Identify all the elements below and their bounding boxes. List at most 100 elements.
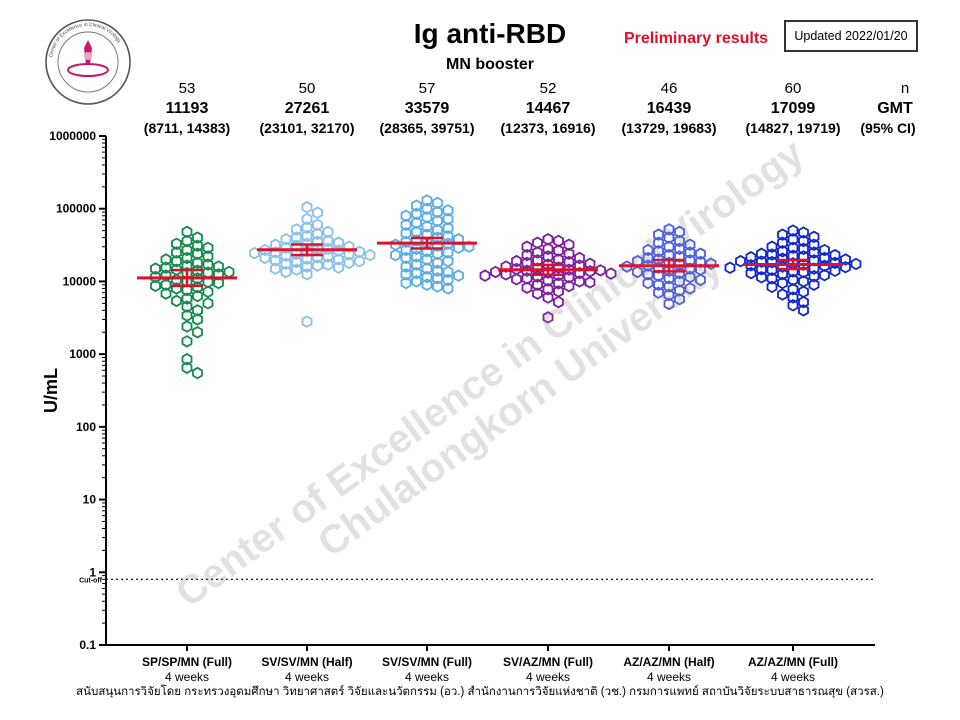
data-point [798, 285, 809, 299]
data-point [160, 253, 172, 266]
data-point [270, 262, 281, 275]
data-point [532, 287, 543, 300]
data-point [411, 266, 422, 280]
data-point [432, 223, 443, 237]
data-point [202, 285, 214, 299]
data-point [756, 271, 767, 284]
data-point [663, 288, 675, 302]
data-point [432, 256, 443, 270]
data-point [850, 257, 862, 271]
group-n-label: 46 [661, 80, 678, 97]
data-point [301, 221, 313, 234]
group-gmt-label: 14467 [526, 100, 571, 117]
data-point [756, 263, 767, 276]
data-point [542, 242, 554, 256]
data-point [674, 234, 685, 248]
data-point [663, 272, 675, 285]
data-point [181, 225, 193, 239]
data-point [500, 260, 512, 273]
data-point [301, 200, 313, 214]
data-point [421, 278, 433, 291]
data-point [322, 258, 334, 271]
data-point [542, 283, 554, 296]
data-point [411, 250, 422, 263]
data-point [674, 292, 685, 306]
data-point [181, 251, 193, 265]
data-point [808, 262, 820, 275]
data-point [442, 237, 454, 250]
data-point [280, 249, 292, 263]
university-seal-logo: Center of Excellence in Clinical Virolog… [45, 19, 131, 105]
data-point [400, 260, 412, 273]
data-point [553, 244, 564, 257]
group-gmt-label: 16439 [647, 100, 692, 117]
data-point [312, 227, 323, 241]
data-point [563, 271, 575, 284]
data-point [642, 276, 654, 290]
data-point [563, 263, 575, 276]
data-point [808, 230, 820, 244]
data-point [400, 227, 412, 240]
preliminary-results-label: Preliminary results [624, 30, 769, 47]
data-point [442, 221, 454, 235]
data-point [400, 268, 412, 281]
data-point [421, 220, 433, 233]
data-point [150, 279, 161, 293]
data-point [322, 234, 334, 248]
data-point [745, 266, 757, 280]
data-point [787, 224, 799, 237]
data-point [442, 229, 454, 243]
data-point [301, 212, 313, 226]
data-point [542, 250, 554, 263]
data-point [684, 270, 696, 284]
y-tick-label: 100000 [56, 202, 96, 216]
data-point [787, 291, 799, 304]
data-point [605, 267, 617, 280]
data-point [829, 248, 841, 262]
data-point [563, 255, 575, 269]
data-point [181, 335, 193, 348]
y-tick-label: 0.1 [79, 638, 96, 652]
group-ci-label: (8711, 14383) [144, 120, 230, 136]
ci-row-label: (95% CI) [860, 120, 915, 136]
data-point [500, 268, 512, 281]
data-point [798, 295, 809, 309]
data-point [442, 282, 454, 295]
data-point [756, 255, 767, 268]
data-point [653, 278, 664, 291]
data-point [653, 269, 664, 282]
data-point [798, 242, 809, 256]
data-point [171, 246, 182, 259]
data-point [705, 257, 717, 270]
data-point [192, 247, 203, 261]
data-point [542, 274, 554, 287]
y-axis-label: U/mL [41, 368, 61, 413]
group-n-label: 52 [540, 80, 557, 97]
data-point [432, 205, 443, 219]
data-point [777, 236, 788, 250]
data-point [322, 225, 334, 239]
y-tick-label: 1000 [69, 347, 96, 361]
data-point [202, 241, 214, 255]
data-point [574, 275, 585, 288]
data-point [674, 250, 685, 263]
data-point [674, 284, 685, 297]
data-point [280, 241, 292, 255]
data-point [511, 254, 522, 268]
data-point [181, 234, 193, 248]
data-point [684, 238, 696, 251]
data-point [400, 251, 412, 265]
data-point [291, 263, 302, 276]
data-point [400, 218, 412, 232]
data-point [390, 248, 401, 262]
data-point [171, 237, 182, 250]
data-point [621, 260, 633, 273]
data-point [421, 202, 433, 215]
group-ci-label: (14827, 19719) [746, 120, 841, 136]
data-point [150, 270, 161, 284]
data-point [563, 279, 575, 293]
data-point [213, 260, 224, 273]
x-category-sublabel: 4 weeks [165, 670, 209, 684]
data-point [259, 251, 271, 265]
